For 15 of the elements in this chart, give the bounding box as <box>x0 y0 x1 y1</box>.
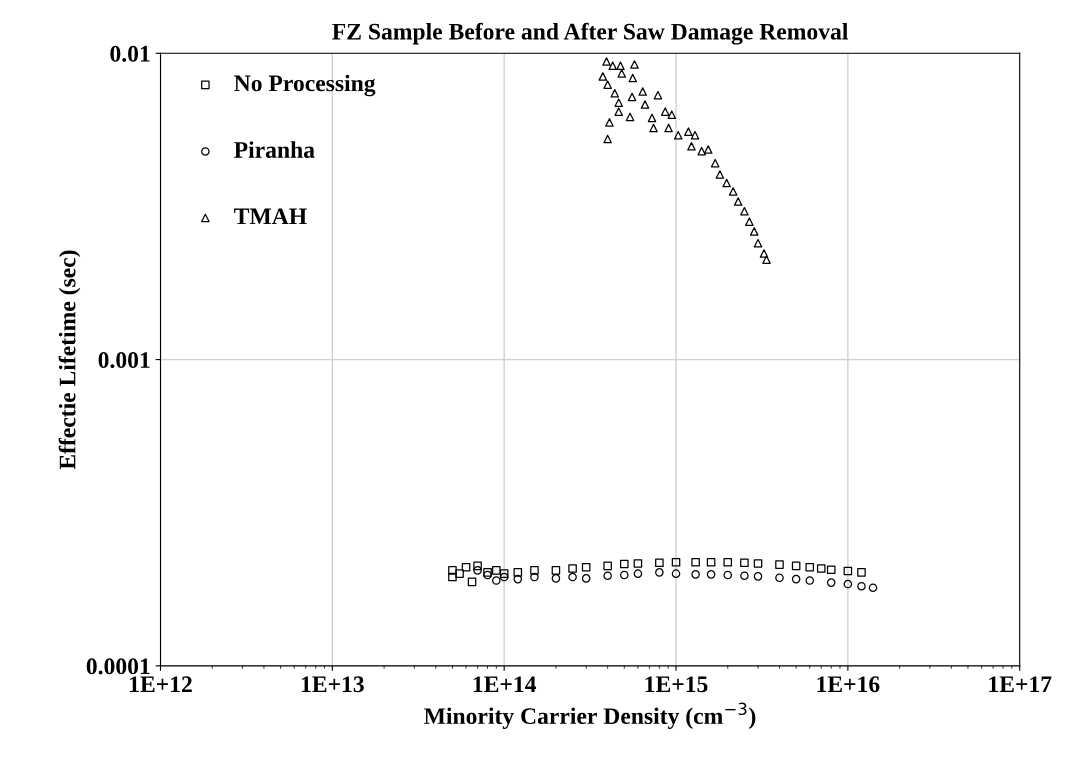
y-tick-label: 0.01 <box>110 45 150 62</box>
x-tick-label: 1E+15 <box>645 676 708 693</box>
x-tick-label: 1E+13 <box>301 676 364 693</box>
x-tick-label: 1E+16 <box>817 676 880 693</box>
chart-title: FZ Sample Before and After Saw Damage Removal <box>332 22 848 45</box>
x-tick-label: 1E+14 <box>473 676 537 692</box>
legend-label: No Processing <box>234 74 376 97</box>
y-axis-title: Effectie Lifetime (sec) <box>58 250 81 470</box>
legend-label: Piranha <box>234 141 315 158</box>
legend-label: TMAH <box>234 208 307 225</box>
y-tick-label: 0.0001 <box>86 658 150 675</box>
x-axis-title: Minority Carrier Density (cm$^{−3}$) <box>424 702 756 729</box>
x-tick-label: 1E+12 <box>130 676 192 692</box>
x-tick-label: 1E+17 <box>989 676 1052 692</box>
y-tick-label: 0.001 <box>98 352 150 369</box>
